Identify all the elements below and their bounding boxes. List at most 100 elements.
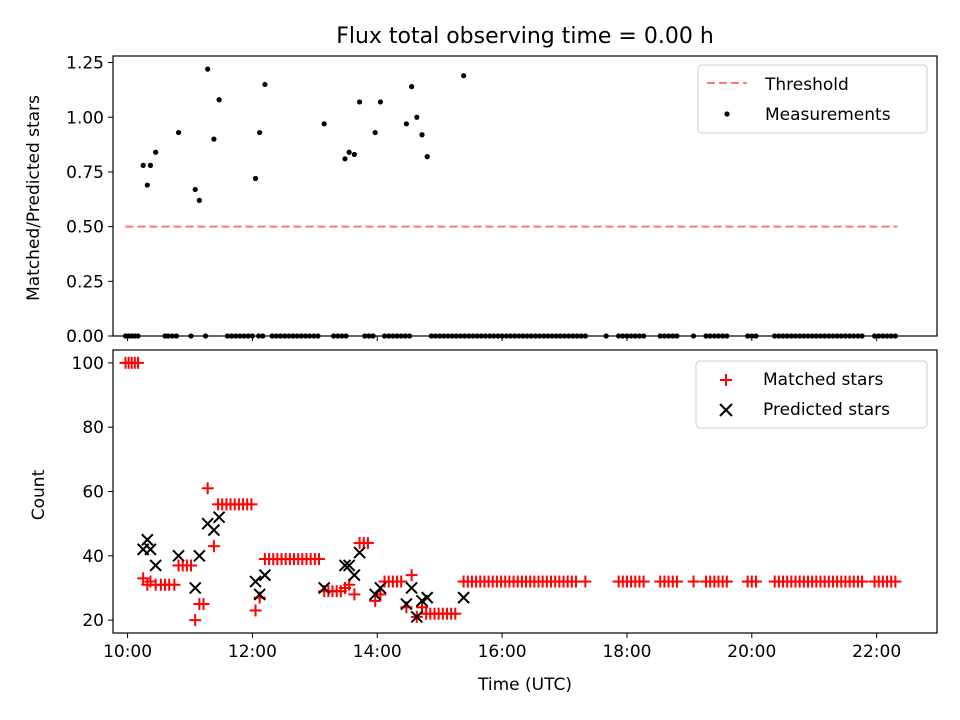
count-x-tick-label: 12:00 [228,642,277,662]
matched-star-point [207,540,220,553]
predicted-star-point [420,591,434,604]
count-axes-frame [112,349,938,634]
count-plot-area [119,356,902,627]
threshold-legend-label: Threshold [764,75,849,95]
matched-star-point [670,575,683,588]
predicted-star-point [400,597,413,611]
matched-star-point [856,575,869,588]
matched-star-point [395,575,408,588]
ratio-y-tick-label: 0.00 [66,327,104,347]
predicted-star-point [353,546,366,559]
matched-star-point [313,553,325,566]
predicted-legend-swatch [719,403,733,417]
ratio-y-tick-label: 0.50 [66,218,104,238]
matched-star-point [201,482,214,495]
measurement-point [211,136,217,142]
count-x-tick-label: 22:00 [852,642,901,662]
ratio-legend: Threshold Measurements [697,64,928,134]
ratio-y-axis-label: Matched/Predicted stars [24,95,44,301]
measurement-point [196,197,202,203]
measurement-point [342,156,348,162]
matched-star-point [348,588,361,601]
matched-legend-label: Matched stars [763,370,883,390]
predicted-legend-label: Predicted stars [763,400,890,420]
matched-star-point [405,569,418,582]
measurement-point [461,73,467,79]
ratio-y-tick-label: 0.25 [66,272,104,292]
ratio-y-tick-label: 1.25 [66,54,104,74]
matched-star-point [245,498,258,511]
matched-star-point [889,575,902,588]
matched-legend-swatch [720,374,732,386]
measurement-point [175,129,182,136]
predicted-star-point [253,588,266,601]
measurement-point [408,84,415,90]
measurement-point [192,186,198,193]
matched-star-point [361,536,374,549]
predicted-star-point [212,511,226,524]
measurement-point [424,154,430,160]
matched-star-point [189,614,202,627]
predicted-star-point [338,559,352,572]
predicted-star-point [410,610,424,624]
predicted-star-point [249,575,262,588]
count-y-tick-label: 60 [82,483,104,503]
measurements-legend-swatch [724,111,730,117]
measurement-point [252,175,259,182]
count-x-tick-label: 18:00 [602,642,651,662]
count-x-tick-label: 10:00 [103,642,152,662]
matched-star-point [137,572,150,585]
count-x-tick-label: 14:00 [353,642,402,662]
measurement-point [257,129,263,136]
measurement-point [414,114,420,120]
predicted-star-point [144,543,157,556]
predicted-star-point [258,568,272,582]
measurement-point [216,97,222,103]
measurement-point [321,121,327,127]
ratio-axes-frame [112,55,938,337]
matched-star-point [197,598,210,611]
ratio-y-tick-label: 0.75 [66,163,104,183]
predicted-star-point [374,581,387,595]
matched-star-point [637,575,650,588]
measurement-point [346,149,352,155]
matched-star-point [168,578,181,591]
predicted-star-point [188,581,202,595]
ratio-legend-box [697,64,928,134]
predicted-star-point [172,549,185,563]
measurement-point [356,99,363,105]
measurement-point [144,182,150,188]
measurement-point [153,149,159,155]
matched-star-point [185,559,198,572]
figure-title: Flux total observing time = 0.00 h [336,24,714,49]
matched-star-point [449,607,462,620]
measurement-point [419,132,425,138]
ratio-y-ticks: 0.00 0.25 0.50 0.75 1.00 1.25 [66,54,113,347]
predicted-star-point [342,559,356,572]
matched-star-point [579,575,592,588]
predicted-star-point [149,559,162,572]
count-y-tick-label: 80 [82,418,104,438]
matched-star-point [687,575,700,588]
count-x-axis-label: Time (UTC) [477,675,572,695]
measurement-point [403,121,409,127]
count-x-tick-label: 16:00 [478,642,527,662]
measurement-point [147,162,154,168]
measurement-point [140,162,146,168]
predicted-star-point [207,523,221,537]
count-legend-box [695,360,928,429]
ratio-panel: Matched/Predicted stars 0.00 0.25 0.50 0.75… [24,54,938,347]
predicted-star-point [193,549,206,563]
count-x-ticks: 10:00 12:00 14:00 16:00 18:00 20:00 22:00 [103,633,901,662]
predicted-star-point [141,533,154,546]
count-y-tick-label: 40 [82,547,104,567]
measurement-point [205,66,211,72]
count-x-tick-label: 20:00 [727,642,776,662]
measurement-point [377,99,383,105]
matched-star-point [131,356,144,369]
matched-star-point [249,604,262,617]
matched-star-point [749,575,762,588]
predicted-star-point [405,581,418,595]
